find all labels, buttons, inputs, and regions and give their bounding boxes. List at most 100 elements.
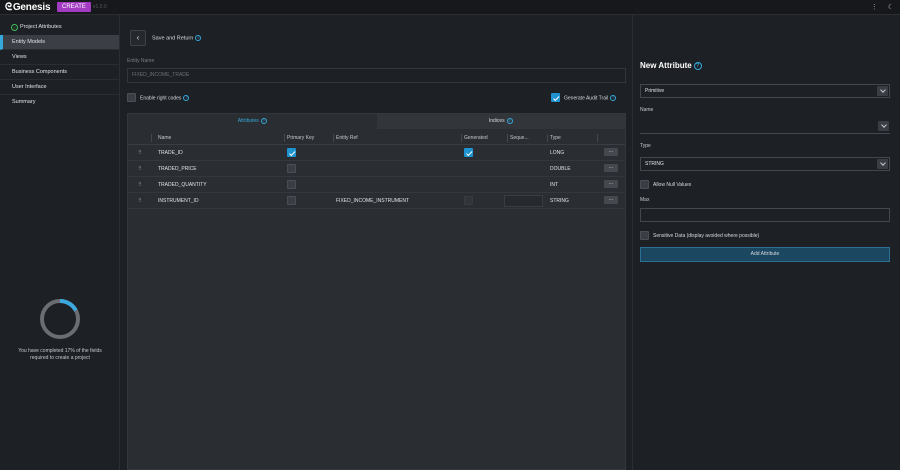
chevron-left-icon: ‹ <box>136 33 140 42</box>
progress-ring <box>40 299 80 339</box>
back-button[interactable]: ‹ <box>130 30 146 46</box>
info-icon[interactable]: ? <box>260 117 267 124</box>
attribute-type: LONG <box>550 150 565 156</box>
attribute-type: STRING <box>550 198 569 204</box>
table-header: Name Primary Key Entity Ref Generated Se… <box>128 131 625 145</box>
new-attribute-title: New Attribute? <box>640 61 702 70</box>
col-type[interactable]: Type <box>547 134 561 142</box>
primary-key-checkbox[interactable] <box>287 148 296 157</box>
tab-attributes[interactable]: Attributes? <box>128 114 377 129</box>
sequence-input[interactable] <box>504 195 543 207</box>
col-name[interactable]: Name <box>158 135 172 141</box>
sidebar-item-views[interactable]: Views <box>0 50 119 65</box>
create-badge: CREATE <box>57 2 91 12</box>
table-row[interactable]: ⠿ TRADED_QUANTITY INT... <box>128 177 625 193</box>
new-attribute-title-text: New Attribute <box>640 61 692 70</box>
row-menu-button[interactable]: ... <box>604 164 618 172</box>
col-sequence[interactable]: Seque... <box>507 134 529 142</box>
type-label: Type <box>640 143 651 149</box>
more-dots-icon: ... <box>608 148 614 154</box>
new-attribute-panel: New Attribute? Primitive Name Type STRIN… <box>632 15 900 470</box>
entity-name-label: Entity Name <box>127 58 155 64</box>
vertical-dots-icon[interactable]: ⋮ <box>870 4 878 11</box>
more-dots-icon: ... <box>608 164 614 170</box>
generate-audit-trail-checkbox[interactable] <box>551 93 560 102</box>
info-icon[interactable]: ? <box>183 95 190 101</box>
drag-handle-icon[interactable]: ⠿ <box>138 198 142 204</box>
chevron-down-icon <box>878 121 889 131</box>
more-dots-icon: ... <box>608 180 614 186</box>
brand-name: Genesis <box>12 2 51 13</box>
attribute-name: INSTRUMENT_ID <box>158 198 199 204</box>
tab-bar: Attributes? Indices? <box>128 114 625 129</box>
entity-ref: FIXED_INCOME_INSTRUMENT <box>336 198 410 204</box>
sidebar-item-entity-models[interactable]: Entity Models <box>0 35 119 50</box>
attribute-name: TRADE_ID <box>158 150 183 156</box>
drag-handle-icon[interactable]: ⠿ <box>138 182 142 188</box>
sidebar-item-label: User Interface <box>12 84 47 90</box>
moon-icon[interactable]: ☾ <box>887 4 894 11</box>
sidebar-item-label: Business Components <box>12 69 68 75</box>
info-icon[interactable]: ? <box>506 117 513 124</box>
col-generated[interactable]: Generated <box>461 134 488 142</box>
primary-key-checkbox[interactable] <box>287 196 296 205</box>
attribute-type: INT <box>550 182 559 188</box>
table-row[interactable]: ⠿ TRADED_PRICE DOUBLE... <box>128 161 625 177</box>
sidebar-item-summary[interactable]: Summary <box>0 95 119 110</box>
save-and-return-text: Save and Return <box>152 35 194 42</box>
attribute-name: TRADED_QUANTITY <box>158 182 207 188</box>
entity-name-input[interactable]: FIXED_INCOME_TRADE <box>127 68 626 83</box>
table-row[interactable]: ⠿ TRADE_ID LONG... <box>128 145 625 161</box>
allow-null-label: Allow Null Values <box>653 182 692 188</box>
top-bar: ᘓGenesis CREATE v1.0.0 ⋮ ☾ <box>0 0 900 15</box>
table-row[interactable]: ⠿ INSTRUMENT_ID FIXED_INCOME_INSTRUMENT STR… <box>128 193 625 209</box>
max-label: Max <box>640 197 650 203</box>
attribute-name-input[interactable] <box>640 118 890 134</box>
entity-editor: ‹ Save and Return? Entity Name FIXED_INC… <box>120 15 632 470</box>
enable-right-codes-label: Enable right codes? <box>140 95 190 102</box>
attribute-kind-select[interactable]: Primitive <box>640 84 890 98</box>
more-dots-icon: ... <box>608 196 614 202</box>
name-label: Name <box>640 107 654 113</box>
max-input[interactable] <box>640 208 890 222</box>
info-icon[interactable]: ? <box>195 35 202 41</box>
col-separator <box>151 134 152 142</box>
sensitive-data-label: Sensitive Data (display avoided where po… <box>653 233 760 239</box>
row-menu-button[interactable]: ... <box>604 196 618 204</box>
col-separator <box>597 134 600 142</box>
primary-key-checkbox[interactable] <box>287 180 296 189</box>
primary-key-checkbox[interactable] <box>287 164 296 173</box>
info-icon[interactable]: ? <box>693 61 702 70</box>
version-label: v1.0.0 <box>93 4 107 10</box>
attribute-name: TRADED_PRICE <box>158 166 197 172</box>
sidebar-item-business-components[interactable]: Business Components <box>0 65 119 80</box>
attribute-type-select[interactable]: STRING <box>640 157 890 171</box>
generated-checkbox[interactable] <box>464 196 473 205</box>
sidebar-item-project-attributes[interactable]: ✓ Project Attributes <box>0 20 119 35</box>
allow-null-checkbox[interactable] <box>640 180 649 189</box>
sensitive-data-checkbox[interactable] <box>640 231 649 240</box>
progress-widget: You have completed 17% of the fields req… <box>0 297 120 362</box>
tab-indices[interactable]: Indices? <box>376 114 625 129</box>
info-icon[interactable]: ? <box>610 95 617 101</box>
progress-text: You have completed 17% of the fields req… <box>18 348 102 361</box>
col-primary-key[interactable]: Primary Key <box>284 134 314 142</box>
row-menu-button[interactable]: ... <box>604 180 618 188</box>
generated-checkbox[interactable] <box>464 148 473 157</box>
drag-handle-icon[interactable]: ⠿ <box>138 166 142 172</box>
add-attribute-button[interactable]: Add Attribute <box>640 247 890 262</box>
row-menu-button[interactable]: ... <box>604 148 618 156</box>
col-entity-ref[interactable]: Entity Ref <box>333 134 358 142</box>
generate-audit-trail-text: Generate Audit Trail <box>564 95 609 102</box>
attribute-type-value: STRING <box>645 161 664 167</box>
sidebar-item-label: Project Attributes <box>20 24 62 30</box>
chevron-down-icon <box>877 86 888 96</box>
check-circle-icon: ✓ <box>11 24 18 31</box>
drag-handle-icon[interactable]: ⠿ <box>138 150 142 156</box>
attribute-type: DOUBLE <box>550 166 571 172</box>
sidebar-item-label: Views <box>12 54 27 60</box>
generate-audit-trail-label: Generate Audit Trail? <box>564 95 617 102</box>
enable-right-codes-checkbox[interactable] <box>127 93 136 102</box>
sidebar-item-user-interface[interactable]: User Interface <box>0 80 119 95</box>
enable-right-codes-text: Enable right codes <box>140 95 182 102</box>
